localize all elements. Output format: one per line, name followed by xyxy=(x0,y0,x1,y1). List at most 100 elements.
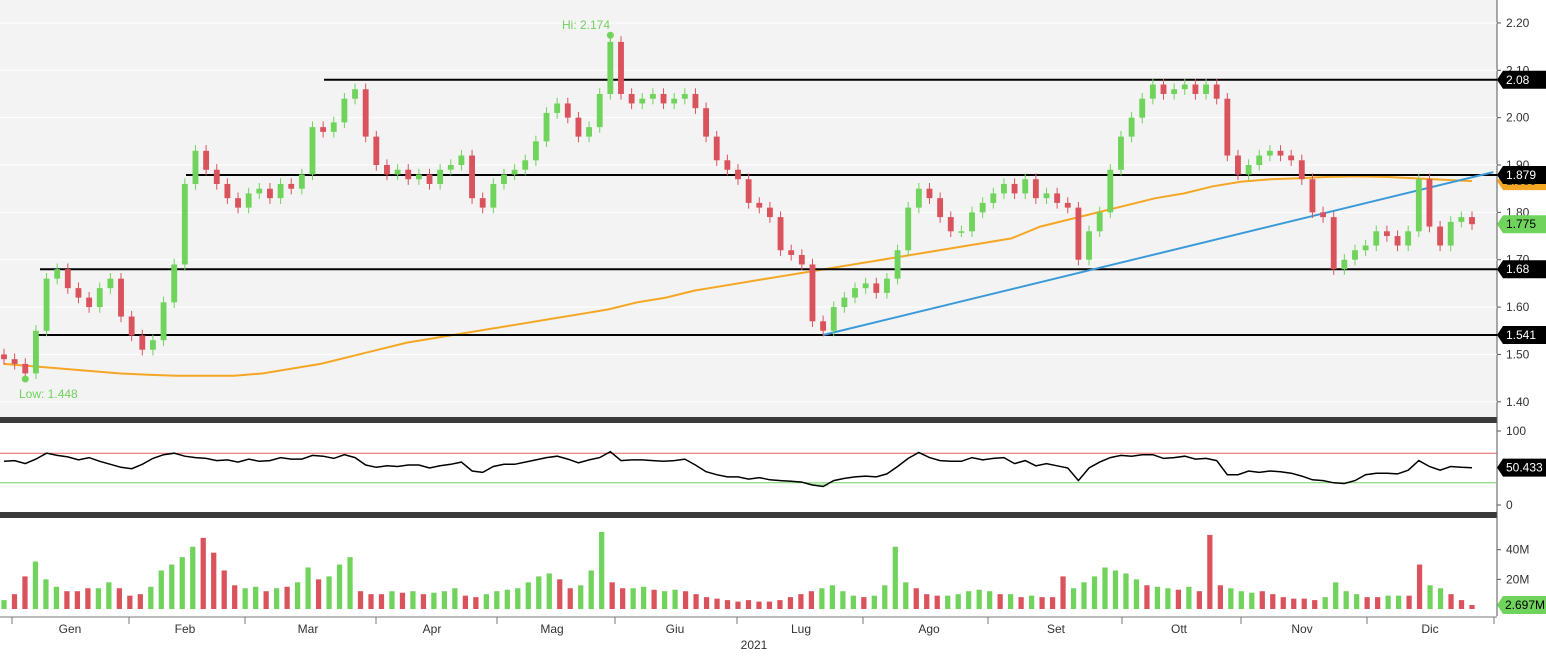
candle-body xyxy=(1415,179,1422,232)
panel-divider-1[interactable] xyxy=(0,417,1497,423)
month-label: Mag xyxy=(540,622,563,636)
volume-bar xyxy=(1437,588,1444,609)
candle xyxy=(64,263,71,294)
volume-bar xyxy=(452,588,458,609)
volume-tag-text: 2.697M xyxy=(1505,598,1545,612)
volume-bar xyxy=(1039,597,1045,609)
volume-bar xyxy=(127,595,133,609)
volume-bar xyxy=(1343,591,1349,609)
candle-body xyxy=(554,103,561,113)
rsi-tick-label: 100 xyxy=(1506,424,1526,438)
volume-bar xyxy=(1416,564,1423,609)
candle-body xyxy=(256,188,263,194)
candle xyxy=(511,164,518,181)
candle xyxy=(1352,244,1358,266)
volume-bar xyxy=(1091,576,1098,609)
candle xyxy=(192,145,199,190)
candle-body xyxy=(841,297,848,308)
volume-bar xyxy=(1,600,7,609)
candle-body xyxy=(884,278,890,293)
candle-body xyxy=(1139,98,1146,118)
volume-bar xyxy=(871,595,877,609)
candle-body xyxy=(86,297,93,308)
volume-bar xyxy=(525,582,531,609)
volume-bar xyxy=(137,594,143,609)
candle-body xyxy=(1032,179,1039,199)
level-tag: 1.541 xyxy=(1497,326,1546,345)
candle xyxy=(256,183,263,200)
candle xyxy=(1,348,7,365)
candle-body xyxy=(894,250,901,279)
candle xyxy=(1213,78,1220,105)
volume-bar xyxy=(536,576,542,609)
candle-body xyxy=(415,174,422,180)
candle xyxy=(1235,149,1241,181)
volume-bar xyxy=(588,570,594,609)
volume-bar xyxy=(1249,592,1255,609)
candle xyxy=(1096,206,1103,237)
candle xyxy=(926,183,933,204)
candle xyxy=(330,116,337,138)
candle xyxy=(798,249,805,271)
candle xyxy=(11,353,18,370)
candle-body xyxy=(1352,250,1358,260)
candle xyxy=(1447,216,1454,252)
candle xyxy=(1373,225,1380,252)
volume-bar xyxy=(389,591,395,609)
candle xyxy=(501,168,507,190)
last-price-tag-text: 1.775 xyxy=(1506,217,1536,231)
candle-body xyxy=(681,93,688,99)
volume-bar xyxy=(756,601,762,609)
volume-bar xyxy=(253,586,259,609)
candle-body xyxy=(267,188,273,199)
candle-body xyxy=(1373,231,1380,246)
volume-value-tag: 2.697M xyxy=(1497,596,1546,614)
volume-bar xyxy=(1238,591,1244,609)
candle-body xyxy=(373,136,380,166)
panel-divider-2[interactable] xyxy=(0,512,1497,518)
candle-body xyxy=(1469,217,1475,225)
candle-body xyxy=(958,231,965,233)
volume-bar xyxy=(735,601,741,609)
candle xyxy=(213,164,220,190)
year-label: 2021 xyxy=(741,638,768,652)
candle-body xyxy=(1277,150,1284,156)
volume-bar xyxy=(987,591,993,609)
candle-body xyxy=(1405,231,1412,246)
candle-body xyxy=(181,183,188,265)
candle xyxy=(1330,211,1337,275)
candle-body xyxy=(277,183,284,199)
candle xyxy=(1405,225,1412,252)
candle-body xyxy=(330,122,337,132)
candle-body xyxy=(660,93,667,104)
candle xyxy=(554,97,561,119)
candle-body xyxy=(469,155,475,199)
candle xyxy=(1288,149,1295,166)
volume-bar xyxy=(1207,534,1213,609)
candle xyxy=(660,88,667,110)
candle-body xyxy=(1288,155,1295,161)
candle xyxy=(607,36,614,100)
ma-line xyxy=(3,175,1473,377)
volume-bar xyxy=(1070,588,1077,609)
candle xyxy=(756,197,763,214)
candle-body xyxy=(756,202,763,208)
candle xyxy=(703,102,710,143)
candle xyxy=(1245,159,1252,181)
low-marker xyxy=(21,375,29,383)
candle-body xyxy=(596,93,603,128)
volume-bar xyxy=(829,585,835,609)
volume-bar xyxy=(179,557,185,609)
candle-body xyxy=(479,198,486,208)
candle-body xyxy=(1011,183,1018,194)
volume-bar xyxy=(274,588,280,609)
candle-body xyxy=(64,269,71,289)
candle-body xyxy=(1447,221,1454,246)
candle xyxy=(1107,164,1114,219)
candle xyxy=(288,178,295,195)
volume-bar xyxy=(1322,597,1328,609)
candle-body xyxy=(11,359,18,364)
volume-bar xyxy=(232,585,238,609)
candle-body xyxy=(1330,217,1337,270)
volume-bar xyxy=(661,591,668,609)
